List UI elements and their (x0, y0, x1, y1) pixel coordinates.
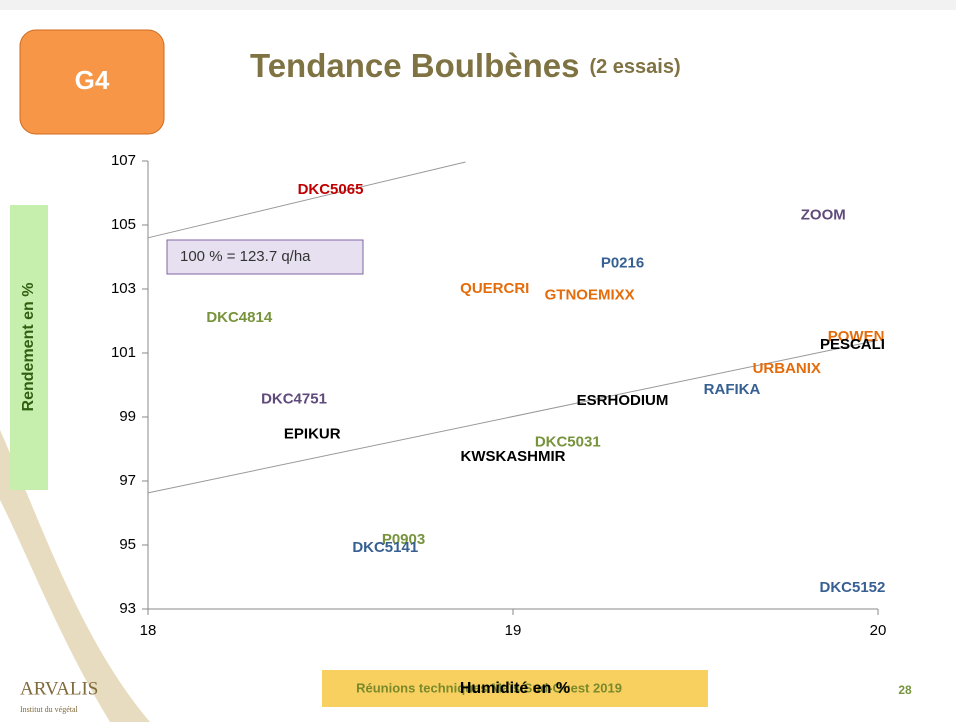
point-label: DKC4814 (206, 309, 273, 326)
point-label: DKC5152 (820, 579, 886, 596)
subtitle: (2 essais) (589, 56, 680, 78)
ylabel-bg (10, 205, 48, 490)
title: Tendance Boulbènes (250, 47, 579, 84)
point-label: URBANIX (753, 360, 821, 377)
y-tick-label: 97 (119, 472, 136, 489)
point-label: PESCALI (820, 336, 885, 353)
logo: ARVALIS (20, 678, 98, 699)
x-tick-label: 18 (140, 622, 157, 639)
point-label: GTNOEMIXX (545, 286, 635, 303)
x-tick-label: 20 (870, 622, 887, 639)
point-label: DKC5141 (352, 539, 418, 556)
top-band (0, 0, 956, 10)
y-tick-label: 99 (119, 408, 136, 425)
point-label: DKC5065 (298, 181, 364, 198)
point-label: KWSKASHMIR (461, 448, 566, 465)
point-label: DKC5031 (535, 434, 601, 451)
y-axis-label: Rendement en % (20, 283, 37, 412)
annotation-box (166, 239, 364, 275)
trend-line (147, 161, 466, 239)
y-tick-label: 101 (111, 344, 136, 361)
logo-sub: Institut du végétal (20, 705, 79, 714)
y-tick-label: 103 (111, 280, 136, 297)
point-label: P0216 (601, 254, 644, 271)
point-label: EPIKUR (284, 426, 341, 443)
y-tick-label: 105 (111, 216, 136, 233)
point-label: P0903 (382, 531, 425, 548)
footer-box (322, 670, 708, 707)
point-label: ESRHODIUM (577, 392, 669, 409)
chart-title: Tendance Boulbènes (2 essais) (250, 47, 681, 84)
page-number: 28 (898, 683, 912, 697)
y-tick-label: 107 (111, 152, 136, 169)
point-label: DKC4751 (261, 390, 327, 407)
point-label: RAFIKA (704, 381, 761, 398)
footer-event: Réunions techniques Maïs Sud-Ouest 2019 (356, 680, 622, 695)
y-tick-label: 95 (119, 536, 136, 553)
x-tick-label: 19 (505, 622, 522, 639)
y-tick-label: 93 (119, 600, 136, 617)
point-label: QUERCRI (460, 280, 529, 297)
point-label: POWEN (828, 328, 885, 345)
badge (19, 29, 165, 135)
point-label: ZOOM (801, 206, 846, 223)
badge-text: G4 (75, 65, 110, 95)
x-axis-label: Humidité en % (460, 680, 570, 697)
trend-line (147, 339, 879, 494)
annotation: 100 % = 123.7 q/ha (180, 248, 311, 265)
